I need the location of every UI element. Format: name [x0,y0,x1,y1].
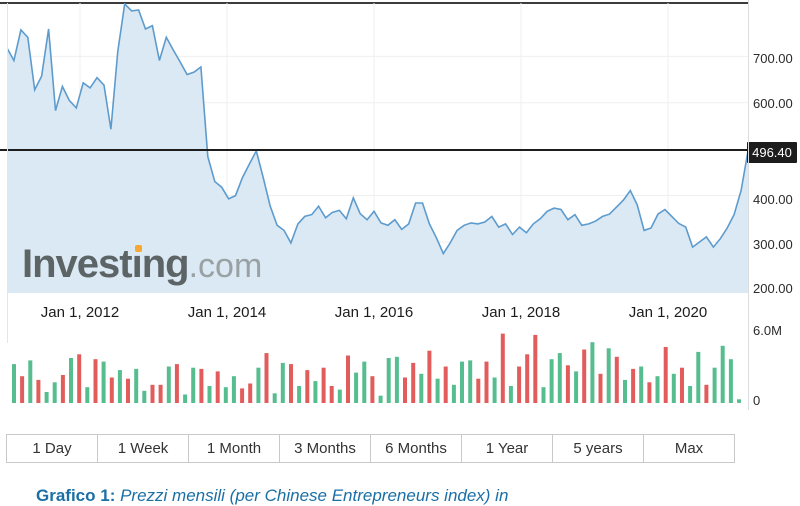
logo-suffix: .com [188,247,263,285]
y-axis-label-600: 600.00 [753,96,793,111]
caption-text: Prezzi mensili (per Chinese Entrepreneur… [115,486,509,505]
y-axis-label-400: 400.00 [753,192,793,207]
x-axis-label-2018: Jan 1, 2018 [481,304,561,321]
y-axis-label-300: 300.00 [753,237,793,252]
range-button-1-year[interactable]: 1 Year [461,435,552,462]
left-plot-border [7,3,8,343]
y-axis-label-200: 200.00 [753,281,793,296]
range-button-1-day[interactable]: 1 Day [7,435,97,462]
x-axis-label-2012: Jan 1, 2012 [40,304,120,321]
volume-axis-label-zero: 0 [753,393,761,408]
volume-axis-label-max: 6.0M [753,323,782,338]
volume-bar-chart [12,333,741,403]
x-axis-label-2014: Jan 1, 2014 [187,304,267,321]
range-button-max[interactable]: Max [643,435,734,462]
range-button-1-month[interactable]: 1 Month [188,435,279,462]
y-axis-label-700: 700.00 [753,51,793,66]
price-area-chart [7,3,748,293]
current-price-line [0,149,748,151]
logo-text-main: Invest [22,242,133,286]
current-price-badge: 496.40 [747,142,797,163]
x-axis-label-2020: Jan 1, 2020 [628,304,708,321]
range-button-6-months[interactable]: 6 Months [370,435,461,462]
range-button-5-years[interactable]: 5 years [552,435,643,462]
x-axis-label-2016: Jan 1, 2016 [334,304,414,321]
logo-text-tail: ng [141,242,190,286]
right-axis-line [748,0,749,410]
figure-caption: Grafico 1: Prezzi mensili (per Chinese E… [36,486,776,506]
orange-dot-icon [134,245,142,252]
range-button-3-months[interactable]: 3 Months [279,435,370,462]
logo-orange-dot-i: ı [131,242,143,286]
caption-label: Grafico 1: [36,486,116,505]
investing-logo: Investı ng.com [22,242,262,288]
range-button-1-week[interactable]: 1 Week [97,435,188,462]
time-range-bar: 1 Day 1 Week 1 Month 3 Months 6 Months 1… [6,434,735,463]
